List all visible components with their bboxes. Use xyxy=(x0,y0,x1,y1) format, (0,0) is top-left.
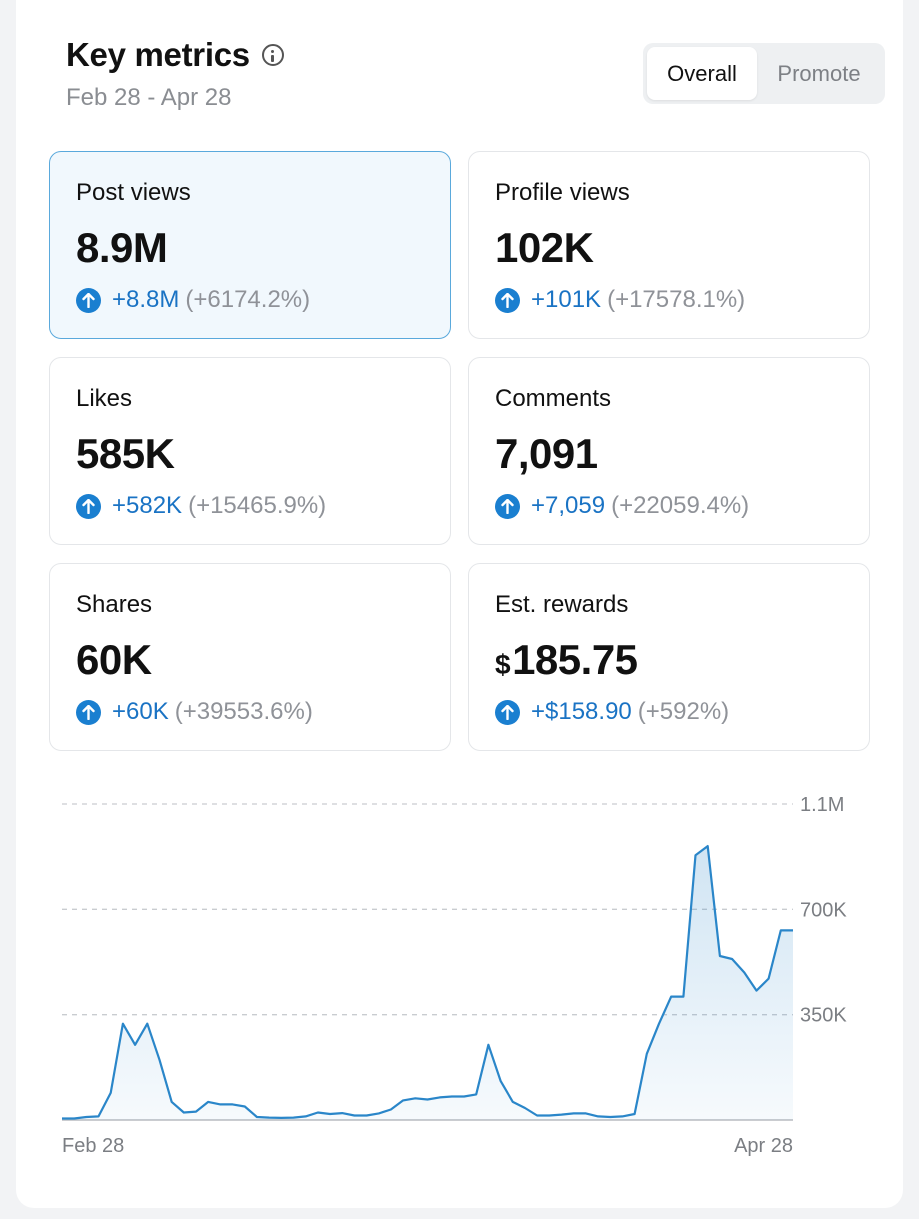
metric-label: Comments xyxy=(495,385,612,412)
y-tick-label: 350K xyxy=(800,1005,847,1027)
arrow-up-icon xyxy=(76,493,101,519)
metric-change: +582K xyxy=(112,492,183,519)
metric-percent: (+17578.1%) xyxy=(607,286,746,313)
metric-delta: +7,059 (+22059.4%) xyxy=(495,492,749,520)
arrow-up-icon xyxy=(495,287,520,313)
metric-delta: +101K (+17578.1%) xyxy=(495,286,745,314)
metric-card-est-rewards[interactable]: Est. rewards $185.75 +$158.90 (+592%) xyxy=(468,563,870,751)
metric-value: $185.75 xyxy=(495,636,638,684)
metric-card-post-views[interactable]: Post views 8.9M +8.8M (+6174.2%) xyxy=(49,151,451,339)
metric-change: +7,059 xyxy=(531,492,606,519)
metric-value-number: 185.75 xyxy=(512,636,638,683)
arrow-up-icon xyxy=(495,493,520,519)
x-tick-label-start: Feb 28 xyxy=(62,1135,124,1157)
metric-value: 102K xyxy=(495,224,594,271)
y-tick-label: 700K xyxy=(800,899,847,921)
metric-delta: +582K (+15465.9%) xyxy=(76,492,326,520)
metric-card-shares[interactable]: Shares 60K +60K (+39553.6%) xyxy=(49,563,451,751)
metric-label: Shares xyxy=(76,591,153,618)
y-tick-label: 1.1M xyxy=(800,794,844,816)
chart-area-layer xyxy=(62,845,793,1120)
series-line-post-views xyxy=(62,845,793,1120)
metric-percent: (+39553.6%) xyxy=(174,698,313,725)
currency-symbol: $ xyxy=(495,649,511,680)
metric-delta: +$158.90 (+592%) xyxy=(495,698,729,726)
metric-label: Likes xyxy=(76,385,133,412)
key-metrics-card: Key metrics Feb 28 - Apr 28 Overall Prom… xyxy=(16,0,903,1208)
post-views-chart[interactable]: 1.1M 700K 350K Feb 28 Apr 28 xyxy=(16,0,903,1208)
metric-change: +$158.90 xyxy=(531,698,632,725)
chart-labels: 1.1M 700K 350K Feb 28 Apr 28 xyxy=(62,794,847,1157)
metric-value: 585K xyxy=(76,430,175,477)
x-tick-label-end: Apr 28 xyxy=(734,1135,793,1157)
tab-promote[interactable]: Promote xyxy=(777,61,861,86)
page-title: Key metrics xyxy=(66,36,250,73)
overall-promote-toggle: Overall Promote xyxy=(643,43,885,104)
metric-card-profile-views[interactable]: Profile views 102K +101K (+17578.1%) xyxy=(468,151,870,339)
tab-overall[interactable]: Overall xyxy=(647,47,757,100)
metric-change: +8.8M xyxy=(112,286,180,313)
arrow-up-icon xyxy=(76,699,101,725)
date-range: Feb 28 - Apr 28 xyxy=(66,84,232,111)
metric-percent: (+6174.2%) xyxy=(185,286,311,313)
metric-value: 8.9M xyxy=(76,224,168,271)
arrow-up-icon xyxy=(76,287,101,313)
title-row: Key metrics xyxy=(66,36,284,74)
metric-change: +101K xyxy=(531,286,602,313)
metric-value: 60K xyxy=(76,636,152,683)
metric-change: +60K xyxy=(112,698,169,725)
metric-card-comments[interactable]: Comments 7,091 +7,059 (+22059.4%) xyxy=(468,357,870,545)
metric-percent: (+592%) xyxy=(637,698,730,725)
info-icon[interactable] xyxy=(261,44,284,66)
metric-percent: (+22059.4%) xyxy=(611,492,750,519)
metric-delta: +8.8M (+6174.2%) xyxy=(76,286,310,314)
metric-delta: +60K (+39553.6%) xyxy=(76,698,313,726)
metric-label: Est. rewards xyxy=(495,591,629,618)
arrow-up-icon xyxy=(495,699,520,725)
metric-percent: (+15465.9%) xyxy=(188,492,327,519)
metric-label: Post views xyxy=(76,179,191,206)
metric-label: Profile views xyxy=(495,179,630,206)
metric-card-likes[interactable]: Likes 585K +582K (+15465.9%) xyxy=(49,357,451,545)
metric-value: 7,091 xyxy=(495,430,598,477)
series-area-fill xyxy=(62,846,793,1120)
